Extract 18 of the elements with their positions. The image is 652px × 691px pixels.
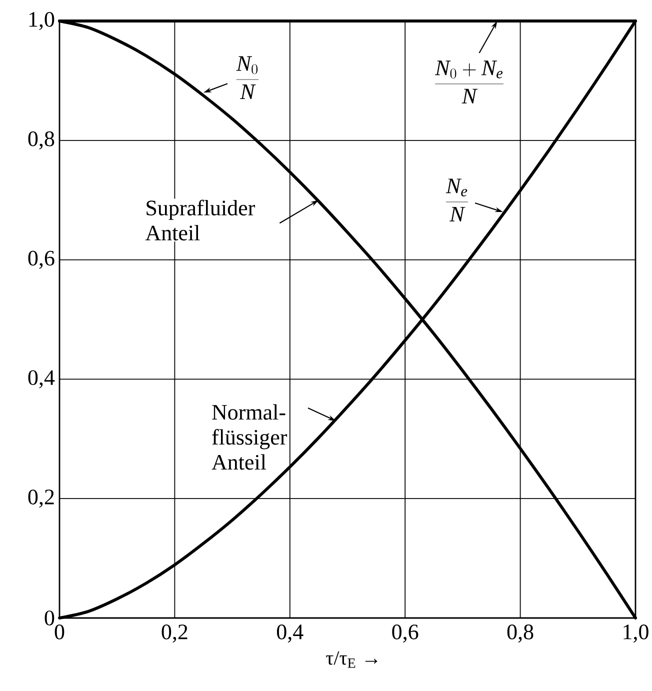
x-tick-label: 0,2 — [162, 624, 187, 643]
y-tick-label: 0,2 — [28, 490, 54, 508]
x-tick-label: 0,6 — [392, 624, 418, 643]
y-tick-label: 0,4 — [28, 370, 54, 388]
x-axis-title: τ/τ$_{E}$ → — [326, 651, 378, 668]
annotation: Suprafluider Anteil — [145, 200, 255, 240]
x-tick-label: 1,0 — [623, 624, 648, 643]
y-tick-label: 0 — [44, 610, 54, 626]
annotation: $\frac{N_0}{N}$ — [236, 56, 258, 99]
y-tick-label: 0,8 — [28, 131, 54, 150]
y-tick-label: 1,0 — [29, 12, 54, 30]
y-tick-label: 0,6 — [28, 250, 54, 269]
x-tick-label: 0 — [54, 624, 64, 640]
annotation: $\frac{N_e}{N}$ — [446, 178, 468, 222]
annotation: $\frac{N_0 + N_e}{N}$ — [434, 60, 504, 104]
annotation: Normal-flüssiger Anteil — [211, 404, 287, 470]
x-tick-label: 0,8 — [507, 624, 533, 643]
x-tick-label: 0,4 — [276, 624, 304, 643]
